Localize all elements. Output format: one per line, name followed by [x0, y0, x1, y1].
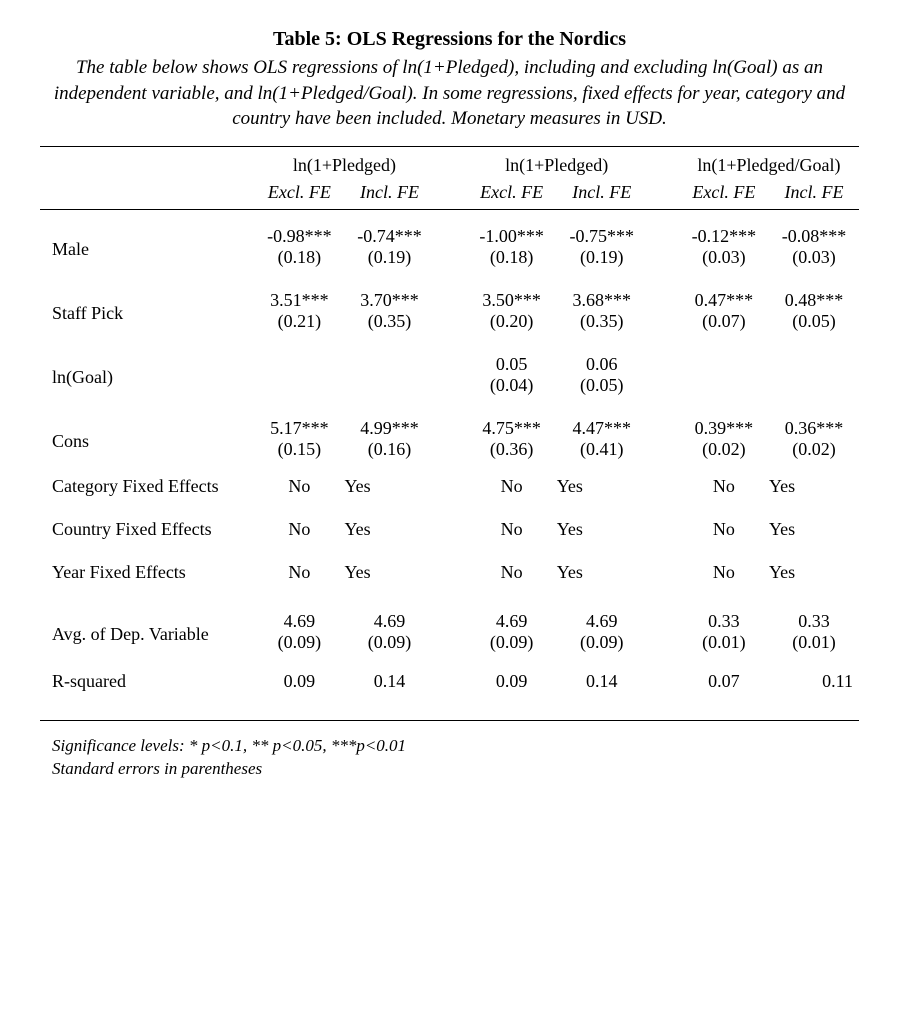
table-title: Table 5: OLS Regressions for the Nordics — [40, 28, 859, 51]
label-avgdep: Avg. of Dep. Variable — [40, 595, 254, 659]
row-r2: R-squared 0.090.14 0.090.14 0.070.11 — [40, 659, 859, 721]
label-ctryfe: Country Fixed Effects — [40, 509, 254, 552]
row-catfe: Category Fixed Effects NoYes NoYes NoYes — [40, 466, 859, 509]
col-sub-g2-incl: Incl. FE — [557, 178, 647, 210]
col-sub-g3-incl: Incl. FE — [769, 178, 859, 210]
label-yearfe: Year Fixed Effects — [40, 552, 254, 595]
footnote-se: Standard errors in parentheses — [52, 758, 859, 781]
row-male-coef: Male -0.98***-0.74*** -1.00***-0.75*** -… — [40, 209, 859, 247]
row-avgdep-coef: Avg. of Dep. Variable 4.694.69 4.694.69 … — [40, 595, 859, 632]
label-r2: R-squared — [40, 659, 254, 721]
footnote-significance: Significance levels: * p<0.1, ** p<0.05,… — [52, 735, 859, 758]
col-sub-g2-excl: Excl. FE — [467, 178, 557, 210]
header-row-sub: Excl. FE Incl. FE Excl. FE Incl. FE Excl… — [40, 178, 859, 210]
row-lngoal-coef: ln(Goal) 0.050.06 — [40, 338, 859, 375]
label-staff: Staff Pick — [40, 274, 254, 338]
row-ctryfe: Country Fixed Effects NoYes NoYes NoYes — [40, 509, 859, 552]
label-catfe: Category Fixed Effects — [40, 466, 254, 509]
col-sub-g3-excl: Excl. FE — [679, 178, 769, 210]
label-male: Male — [40, 209, 254, 274]
row-staff-coef: Staff Pick 3.51***3.70*** 3.50***3.68***… — [40, 274, 859, 311]
regression-table: ln(1+Pledged) ln(1+Pledged) ln(1+Pledged… — [40, 146, 859, 721]
header-row-groups: ln(1+Pledged) ln(1+Pledged) ln(1+Pledged… — [40, 146, 859, 178]
table-caption: The table below shows OLS regressions of… — [46, 55, 853, 132]
row-cons-coef: Cons 5.17***4.99*** 4.75***4.47*** 0.39*… — [40, 402, 859, 439]
table-footnote: Significance levels: * p<0.1, ** p<0.05,… — [40, 735, 859, 781]
col-sub-g1-excl: Excl. FE — [254, 178, 344, 210]
label-lngoal: ln(Goal) — [40, 338, 254, 402]
col-group-2: ln(1+Pledged) — [467, 146, 647, 178]
row-yearfe: Year Fixed Effects NoYes NoYes NoYes — [40, 552, 859, 595]
col-group-3: ln(1+Pledged/Goal) — [679, 146, 859, 178]
label-cons: Cons — [40, 402, 254, 466]
col-group-1: ln(1+Pledged) — [254, 146, 434, 178]
col-sub-g1-incl: Incl. FE — [344, 178, 434, 210]
